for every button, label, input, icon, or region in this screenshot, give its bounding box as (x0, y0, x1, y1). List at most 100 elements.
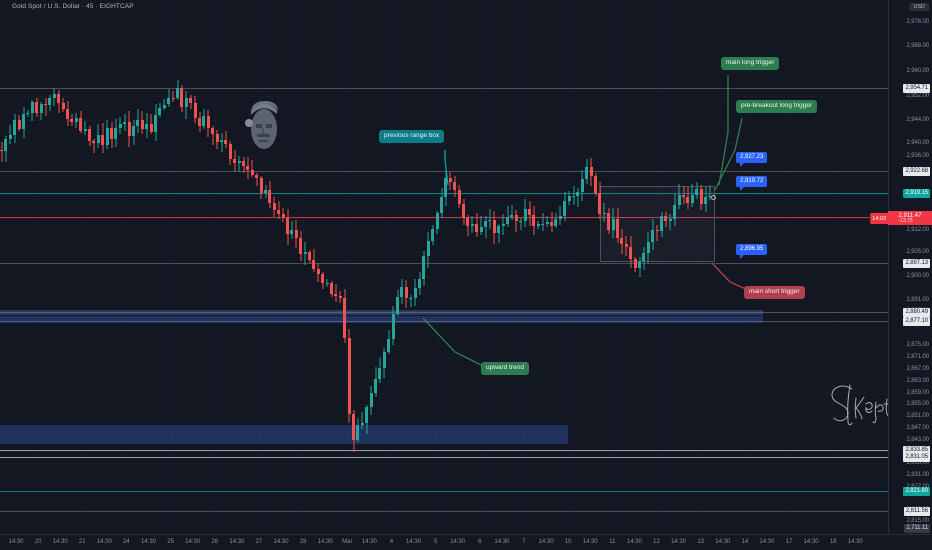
time-tick-label: 24 (123, 539, 130, 545)
callout-previous-range-box[interactable]: previous range box (379, 130, 445, 143)
candle-body (602, 213, 606, 215)
candle-wick (9, 124, 11, 144)
candlestick (695, 0, 699, 534)
price-tick-label: 2,847.00 (906, 425, 929, 431)
candlestick (466, 0, 470, 534)
price-level-tag[interactable]: 2,880.49 (903, 308, 930, 317)
candlestick (484, 0, 487, 534)
price-level-tag[interactable]: 2,831.05 (903, 453, 930, 462)
candlestick (602, 0, 606, 534)
price-level-tag[interactable]: 2,821.80 (903, 487, 930, 496)
time-tick-label: 14:30 (847, 539, 863, 545)
candlestick (0, 0, 3, 534)
candle-wick (551, 212, 552, 232)
candle-wick (93, 139, 95, 153)
candle-body (382, 351, 386, 368)
candle-wick (669, 213, 671, 230)
candle-body (360, 423, 364, 426)
candlestick (655, 0, 659, 534)
gridline-h (0, 487, 888, 488)
candlestick (158, 0, 162, 534)
candle-wick (683, 186, 684, 204)
callout-main-short-trigger[interactable]: main short trigger (744, 286, 805, 299)
gridline-h (0, 46, 888, 47)
candle-wick (84, 121, 86, 136)
candle-body (105, 128, 109, 145)
candlestick (642, 0, 646, 534)
candle-wick (278, 201, 280, 219)
price-level-tag[interactable]: 2,954.71 (903, 84, 930, 93)
candle-body (620, 237, 624, 244)
price-pane[interactable]: 2,927.23 2,919.72 2,896.95 main long tri… (0, 0, 888, 534)
candle-wick (489, 209, 491, 230)
time-tick-label: 20 (34, 539, 42, 545)
candlestick (321, 0, 325, 534)
callout-upward-trend[interactable]: upward trend (481, 362, 529, 375)
candle-body (378, 367, 382, 379)
price-level-tag[interactable]: 2,811.56 (903, 507, 930, 516)
candle-body (180, 87, 184, 108)
candle-body (303, 252, 307, 255)
candle-body (52, 93, 56, 98)
time-tick-label: 14:30 (582, 539, 598, 545)
gridline-v (126, 0, 128, 534)
badge-long-main[interactable]: 2,927.23 (736, 152, 768, 167)
candle-wick (256, 172, 258, 187)
candle-wick (225, 130, 227, 149)
candle-body (281, 213, 285, 218)
candle-body (444, 178, 448, 197)
candlestick (74, 0, 78, 534)
candlestick (673, 0, 677, 534)
gridline-h (0, 404, 888, 405)
price-level-tag[interactable]: 2,922.68 (903, 167, 930, 176)
candle-body (550, 222, 553, 226)
candle-wick (542, 212, 544, 232)
candlestick (360, 0, 364, 534)
callout-main-long-trigger[interactable]: main long trigger (721, 57, 780, 70)
callout-pre-breakout-trigger[interactable]: pre-breakout long trigger (736, 100, 818, 113)
candlestick (488, 0, 492, 534)
time-axis[interactable]: 14:30 20 14:30 21 14:30 24 14:30 25 14:30 26 14:30… (0, 534, 932, 550)
candle-wick (1, 142, 2, 163)
badge-short-main[interactable]: 2,896.95 (736, 244, 768, 259)
candle-body (470, 223, 474, 227)
candlestick (462, 0, 465, 534)
candlestick (70, 0, 74, 534)
price-level-tag[interactable]: 2,877.10 (903, 317, 930, 326)
candle-body (457, 189, 461, 205)
candlestick (431, 0, 435, 534)
candlestick (545, 0, 549, 534)
candle-body (497, 226, 501, 234)
candlestick (664, 0, 668, 534)
candle-body (118, 124, 122, 129)
price-level-tag[interactable]: 2,833.85 (903, 446, 930, 455)
gridline-v (612, 0, 614, 534)
candle-body (422, 256, 426, 279)
time-tick-label: 14:30 (538, 539, 554, 545)
candle-body (523, 209, 527, 221)
price-tick-label: 2,875.00 (906, 342, 929, 348)
previous-range-box-shape[interactable] (600, 186, 715, 262)
price-level-tag[interactable]: 2,711.11 (904, 524, 930, 533)
badge-long-pre[interactable]: 2,919.72 (736, 176, 768, 191)
candle-body (611, 218, 615, 230)
time-tick-label: 14:30 (671, 539, 687, 545)
candle-body (638, 261, 641, 268)
candle-body (26, 112, 30, 115)
candlestick (255, 0, 259, 534)
price-axis[interactable]: 2,976.00 2,968.00 2,960.00 2,952.00 2,944.00… (888, 0, 932, 534)
price-level-tag[interactable]: 2,919.15 (903, 189, 930, 198)
face-sticker-icon[interactable] (244, 96, 282, 154)
candle-body (198, 118, 201, 126)
candle-body (294, 230, 298, 238)
candlestick (638, 0, 641, 534)
gridline-h (0, 143, 888, 144)
candle-body (83, 129, 87, 132)
candle-wick (124, 113, 126, 131)
gridline-v (347, 0, 349, 534)
candlestick (101, 0, 105, 534)
candlestick (501, 0, 505, 534)
currency-badge[interactable]: USD (909, 3, 929, 11)
price-level-tag[interactable]: 2,897.13 (903, 259, 930, 268)
candle-wick (520, 217, 522, 230)
